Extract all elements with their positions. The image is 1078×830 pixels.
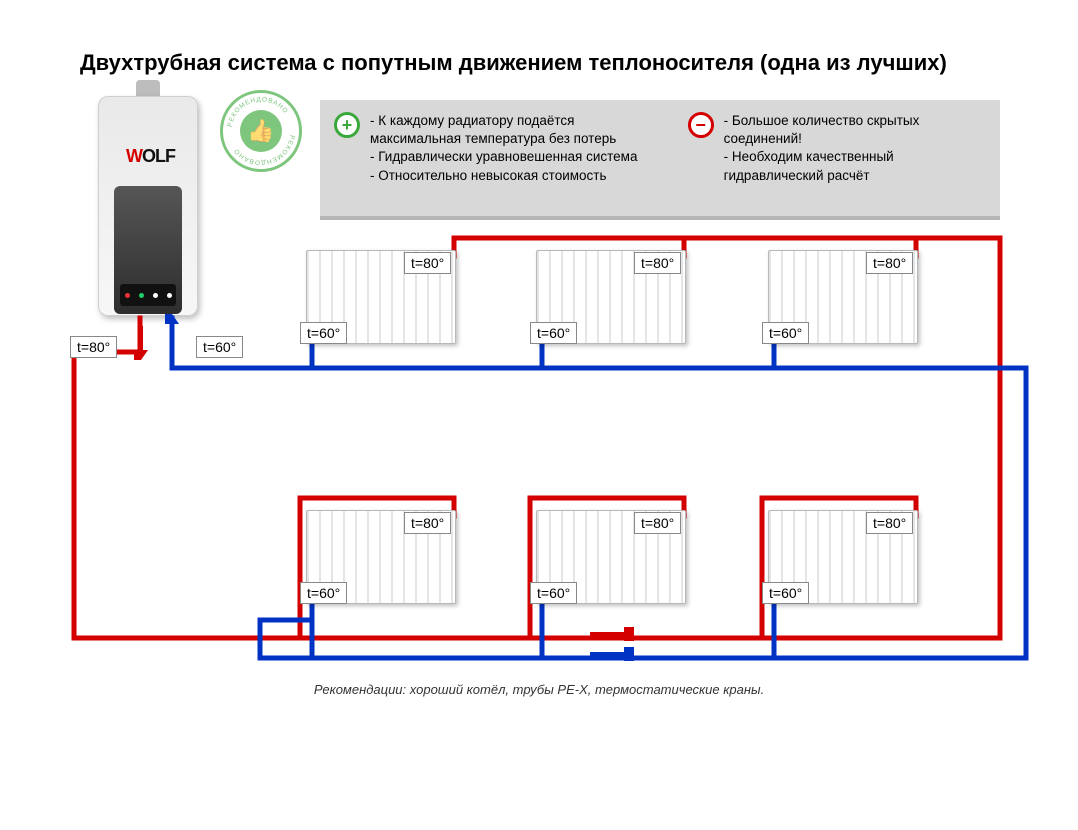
- boiler-return-arrow: [170, 322, 174, 348]
- flow-direction-supply-icon: [590, 632, 626, 636]
- radiator-in-temp: t=80°: [866, 512, 913, 534]
- radiator-out-temp: t=60°: [762, 582, 809, 604]
- radiator-out-temp: t=60°: [300, 322, 347, 344]
- boiler-supply-temp: t=80°: [70, 336, 117, 358]
- flow-direction-return-icon: [590, 652, 626, 656]
- radiator-in-temp: t=80°: [634, 512, 681, 534]
- radiator-in-temp: t=80°: [634, 252, 681, 274]
- radiator-in-temp: t=80°: [404, 252, 451, 274]
- radiator-in-temp: t=80°: [866, 252, 913, 274]
- radiator-out-temp: t=60°: [300, 582, 347, 604]
- radiator-in-temp: t=80°: [404, 512, 451, 534]
- radiator-out-temp: t=60°: [762, 322, 809, 344]
- pipe-network: [0, 0, 1078, 830]
- radiator-out-temp: t=60°: [530, 322, 577, 344]
- boiler-supply-arrow: [139, 326, 143, 352]
- boiler-return-temp: t=60°: [196, 336, 243, 358]
- radiator-out-temp: t=60°: [530, 582, 577, 604]
- footnote: Рекомендации: хороший котёл, трубы PE-X,…: [0, 682, 1078, 697]
